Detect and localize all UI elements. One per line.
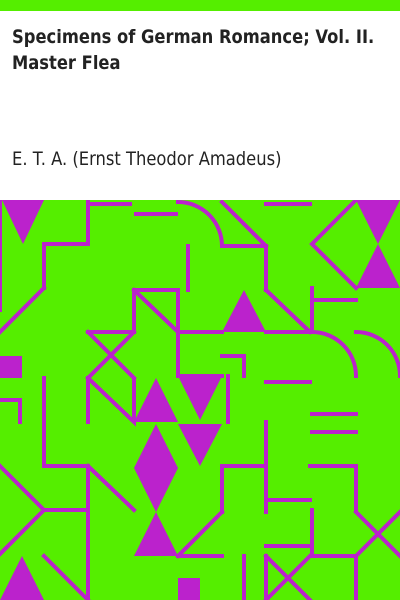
title-line-1: Specimens of German Romance; Vol. II.: [12, 26, 375, 48]
cover-pattern: [0, 200, 400, 600]
pattern-lines: [0, 200, 400, 600]
book-title: Specimens of German Romance; Vol. II. Ma…: [12, 24, 375, 76]
title-line-2: Master Flea: [12, 52, 121, 74]
top-color-strip: [0, 0, 400, 11]
pattern-filled-shapes: [0, 200, 400, 600]
book-author: E. T. A. (Ernst Theodor Amadeus): [12, 148, 282, 170]
